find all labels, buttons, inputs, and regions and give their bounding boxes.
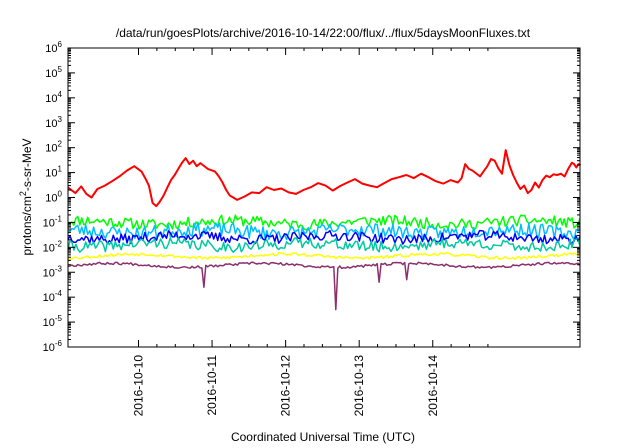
x-tick-label: 2016-10-13 — [352, 355, 366, 417]
y-tick-label: 10-3 — [43, 264, 63, 279]
axis-layer: 10-6 10-5 10-4 10-3 10-2 10-1 100 101 102 103 104 1… — [43, 40, 581, 417]
x-tick-label: 2016-10-10 — [131, 355, 145, 417]
y-tick-label: 105 — [45, 65, 62, 80]
chart-title: /data/run/goesPlots/archive/2016-10-14/2… — [116, 26, 531, 40]
y-tick-label: 10-6 — [43, 339, 63, 354]
y-tick-label: 10-2 — [43, 239, 63, 254]
series-layer — [67, 149, 582, 311]
series-line-3 — [67, 229, 581, 245]
y-axis-label-sup: 2 — [18, 191, 28, 196]
x-tick-label: 2016-10-11 — [205, 355, 219, 416]
x-tick-label: 2016-10-12 — [279, 355, 293, 417]
y-tick-label: 103 — [45, 115, 62, 130]
series-line-0 — [67, 149, 582, 208]
y-tick-label: 10-5 — [43, 314, 63, 329]
y-axis-label-pre: protons/cm — [20, 196, 34, 255]
y-tick-label: 102 — [45, 140, 62, 155]
y-tick-label: 104 — [45, 90, 62, 105]
y-axis-label: protons/cm2-s-sr-MeV — [18, 138, 34, 255]
y-axis-label-post: -s-sr-MeV — [20, 138, 34, 191]
y-tick-label: 100 — [45, 190, 62, 205]
series-line-6 — [67, 261, 581, 311]
x-tick-label: 2016-10-14 — [426, 355, 440, 417]
y-tick-label: 10-1 — [43, 214, 63, 229]
series-line-5 — [67, 252, 581, 261]
y-tick-label: 106 — [45, 40, 62, 55]
series-line-4 — [67, 237, 581, 253]
y-tick-label: 101 — [45, 165, 62, 180]
plot-frame — [67, 47, 581, 348]
series-line-1 — [67, 214, 581, 231]
y-tick-label: 10-4 — [43, 289, 63, 304]
x-axis-label: Coordinated Universal Time (UTC) — [231, 430, 415, 444]
